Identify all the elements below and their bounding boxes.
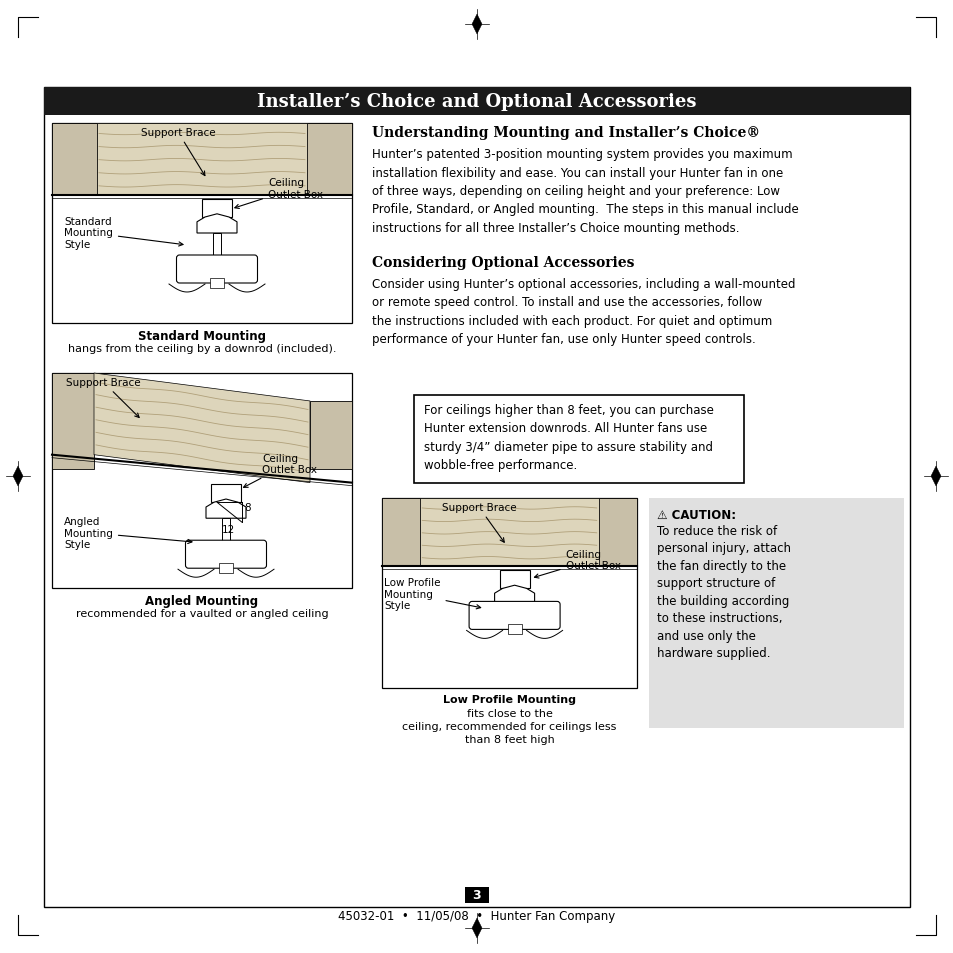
Bar <box>44 88 909 116</box>
Bar <box>310 401 352 469</box>
Bar <box>499 571 529 589</box>
Polygon shape <box>472 15 481 35</box>
Text: To reduce the risk of
personal injury, attach
the fan directly to the
support st: To reduce the risk of personal injury, a… <box>657 524 790 659</box>
Polygon shape <box>196 214 236 233</box>
Text: Ceiling
Outlet Box: Ceiling Outlet Box <box>243 453 316 488</box>
Bar <box>598 498 637 567</box>
Bar <box>219 563 233 574</box>
Text: 12: 12 <box>222 525 235 535</box>
Bar <box>52 374 352 588</box>
Bar <box>414 395 743 483</box>
Text: For ceilings higher than 8 feet, you can purchase
Hunter extension downrods. All: For ceilings higher than 8 feet, you can… <box>423 403 713 472</box>
Polygon shape <box>472 918 481 938</box>
Text: 3: 3 <box>472 888 481 902</box>
Bar <box>202 200 232 218</box>
Text: Ceiling
Outlet Box: Ceiling Outlet Box <box>534 549 620 578</box>
Text: Low Profile
Mounting
Style: Low Profile Mounting Style <box>384 578 480 611</box>
Text: Ceiling
Outlet Box: Ceiling Outlet Box <box>234 178 323 210</box>
Text: Support Brace: Support Brace <box>66 377 140 418</box>
Bar <box>222 518 230 543</box>
Bar <box>381 498 637 688</box>
Text: recommended for a vaulted or angled ceiling: recommended for a vaulted or angled ceil… <box>75 608 328 618</box>
Bar <box>52 374 94 469</box>
Bar <box>648 498 903 728</box>
Polygon shape <box>94 374 310 483</box>
Text: Angled Mounting: Angled Mounting <box>145 595 258 607</box>
FancyBboxPatch shape <box>185 540 266 569</box>
Bar <box>210 278 224 289</box>
Text: 8: 8 <box>244 502 251 513</box>
Text: Hunter’s patented 3-position mounting system provides you maximum
installation f: Hunter’s patented 3-position mounting sy… <box>372 148 798 234</box>
Bar <box>52 124 352 324</box>
Bar <box>211 485 241 502</box>
Text: fits close to the
ceiling, recommended for ceilings less
than 8 feet high: fits close to the ceiling, recommended f… <box>402 708 616 744</box>
Bar <box>213 233 221 258</box>
Bar <box>507 625 521 635</box>
Bar <box>420 498 598 567</box>
Bar <box>52 124 97 195</box>
FancyBboxPatch shape <box>469 601 559 630</box>
Polygon shape <box>13 467 23 486</box>
Text: Consider using Hunter’s optional accessories, including a wall-mounted
or remote: Consider using Hunter’s optional accesso… <box>372 277 795 346</box>
Bar <box>97 124 307 195</box>
Text: 45032-01  •  11/05/08  •  Hunter Fan Company: 45032-01 • 11/05/08 • Hunter Fan Company <box>338 909 615 923</box>
Text: hangs from the ceiling by a downrod (included).: hangs from the ceiling by a downrod (inc… <box>68 344 335 354</box>
Text: Considering Optional Accessories: Considering Optional Accessories <box>372 255 634 270</box>
Text: Understanding Mounting and Installer’s Choice®: Understanding Mounting and Installer’s C… <box>372 126 760 140</box>
Bar <box>44 88 909 907</box>
Text: Installer’s Choice and Optional Accessories: Installer’s Choice and Optional Accessor… <box>257 92 696 111</box>
Bar <box>464 887 489 903</box>
FancyBboxPatch shape <box>176 255 257 284</box>
Polygon shape <box>494 585 534 605</box>
Text: ⚠ CAUTION:: ⚠ CAUTION: <box>657 509 736 521</box>
Polygon shape <box>930 467 940 486</box>
Text: Low Profile Mounting: Low Profile Mounting <box>442 695 576 704</box>
Text: Angled
Mounting
Style: Angled Mounting Style <box>64 517 192 550</box>
Text: Support Brace: Support Brace <box>441 502 516 542</box>
Text: Standard
Mounting
Style: Standard Mounting Style <box>64 216 183 250</box>
Text: Support Brace: Support Brace <box>140 128 215 176</box>
Bar <box>307 124 352 195</box>
Polygon shape <box>206 499 246 518</box>
Bar <box>381 498 420 567</box>
Text: Standard Mounting: Standard Mounting <box>138 330 266 343</box>
